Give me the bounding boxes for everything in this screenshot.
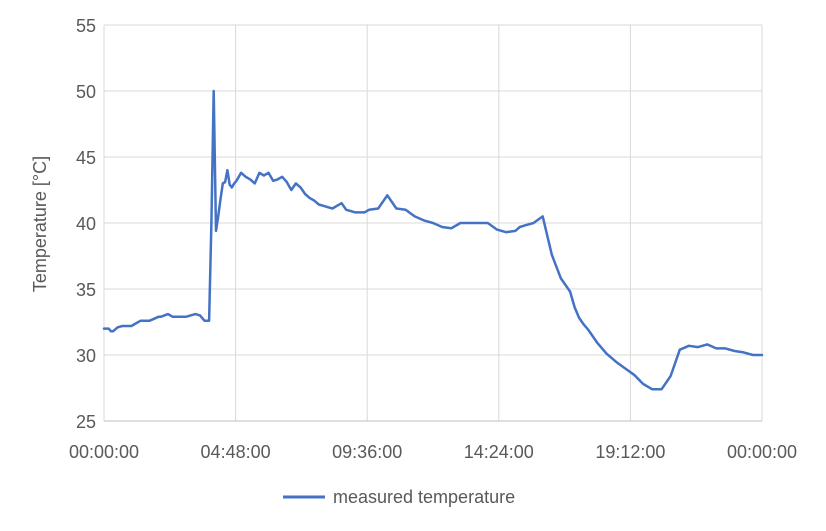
x-tick-label: 00:00:00: [69, 442, 139, 462]
y-tick-label: 45: [76, 148, 96, 168]
x-tick-label: 19:12:00: [595, 442, 665, 462]
x-tick-label: 09:36:00: [332, 442, 402, 462]
series-line-0: [102, 89, 764, 391]
y-tick-label: 25: [76, 412, 96, 432]
y-tick-label: 55: [76, 16, 96, 36]
y-tick-label: 35: [76, 280, 96, 300]
y-axis-label: Temperature [°C]: [30, 156, 50, 292]
series-layer: [102, 89, 764, 391]
x-tick-label: 14:24:00: [464, 442, 534, 462]
x-tick-label: 00:00:00: [727, 442, 797, 462]
y-tick-label: 50: [76, 82, 96, 102]
y-tick-labels: 25 30 35 40 45 50 55: [76, 16, 96, 432]
x-tick-label: 04:48:00: [201, 442, 271, 462]
y-tick-label: 40: [76, 214, 96, 234]
legend: measured temperature: [283, 487, 515, 507]
y-tick-label: 30: [76, 346, 96, 366]
x-tick-labels: 00:00:00 04:48:00 09:36:00 14:24:00 19:12:00…: [69, 442, 797, 462]
legend-label: measured temperature: [333, 487, 515, 507]
